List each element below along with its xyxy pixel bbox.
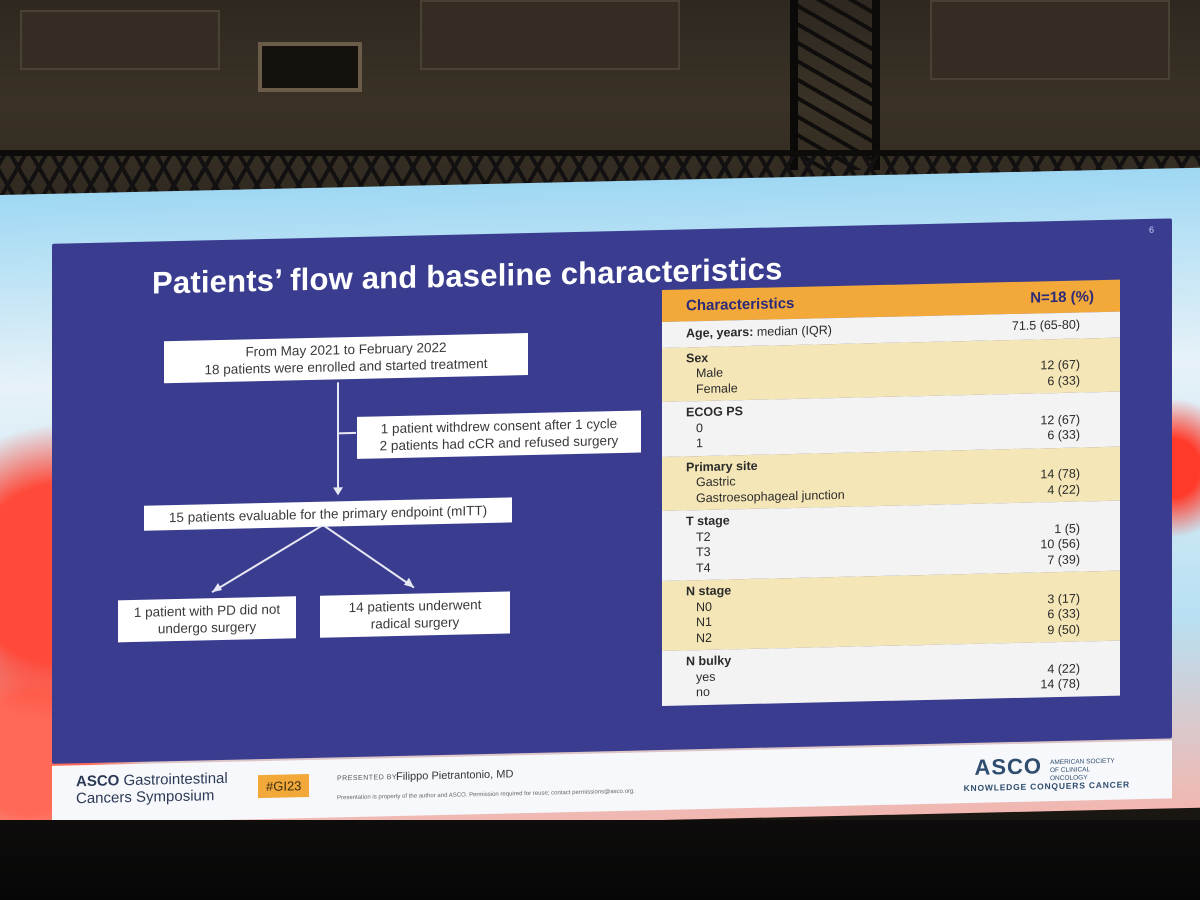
ceiling-vent: [258, 42, 362, 92]
table-group: N stage N0 3 (17) N1 6 (33) N2 9 (50): [662, 570, 1120, 651]
age-label: Age, years: median (IQR): [686, 323, 832, 342]
table-row-label: Gastroesophageal junction: [696, 487, 845, 505]
asco-logo: ASCO: [974, 753, 1042, 780]
table-row-label: Male: [696, 365, 724, 381]
table-row-label: N2: [696, 630, 712, 645]
flow-branch-left: [211, 524, 323, 594]
table-row-label: yes: [696, 669, 716, 684]
table-row-value: 4 (22): [1047, 481, 1080, 497]
table-row-value: 1 (5): [1054, 520, 1080, 536]
flow-branch-right-head: [404, 577, 414, 588]
flow-branch-arrows: [211, 524, 415, 594]
flow-surgery-box: 14 patients underwent radical surgery: [320, 591, 510, 638]
slide: 6 Patients’ flow and baseline characteri…: [52, 218, 1172, 764]
age-label-bold: Age, years:: [686, 324, 754, 341]
table-row-label: N0: [696, 599, 712, 614]
truss-vertical: [790, 0, 880, 170]
stage-floor: [0, 820, 1200, 900]
table-header-n: N=18 (%): [1030, 287, 1094, 307]
table-row-label: no: [696, 684, 710, 700]
table-groups: Sex Male 12 (67) Female 6 (33) ECOG PS 0 12 (67…: [662, 337, 1120, 706]
table-row-label: Female: [696, 380, 738, 396]
symposium-logo: ASCO Gastrointestinal Cancers Symposium: [76, 770, 228, 807]
table-row-value: 4 (22): [1047, 660, 1080, 676]
flow-no-surgery-box: 1 patient with PD did not undergo surger…: [118, 596, 296, 643]
table-row-label: T2: [696, 529, 711, 544]
asco-tagline: KNOWLEDGE CONQUERS CANCER: [963, 779, 1130, 794]
table-row-value: 12 (67): [1040, 411, 1080, 427]
age-label-rest: median (IQR): [753, 323, 832, 339]
slide-page-number: 6: [1148, 224, 1154, 235]
symposium-asco: ASCO: [76, 772, 120, 791]
presenter-name: Filippo Pietrantonio, MD: [396, 768, 514, 784]
flow-branch-right: [323, 524, 415, 589]
table-row-value: 6 (33): [1047, 427, 1080, 443]
table-row-label: 1: [696, 436, 703, 451]
characteristics-table: Characteristics N=18 (%) Age, years: med…: [662, 279, 1120, 706]
table-row-value: 9 (50): [1047, 621, 1080, 637]
table-group: T stage T2 1 (5) T3 10 (56) T4 7 (39): [662, 500, 1120, 581]
table-row-label: N1: [696, 614, 712, 630]
copyright-disclaimer: Presentation is property of the author a…: [337, 788, 635, 802]
table-row-value: 6 (33): [1047, 606, 1080, 622]
table-row-value: 6 (33): [1047, 372, 1080, 388]
table-row-value: 14 (78): [1040, 676, 1080, 692]
age-value: 71.5 (65-80): [1011, 317, 1080, 334]
projection-screen: 6 Patients’ flow and baseline characteri…: [0, 167, 1200, 835]
table-header-characteristics: Characteristics: [686, 294, 795, 314]
ceiling-tile: [930, 0, 1170, 80]
symposium-line2: Cancers Symposium: [76, 787, 215, 808]
table-row-label: 0: [696, 420, 703, 435]
table-row-value: 14 (78): [1040, 466, 1080, 482]
ceiling-tile: [20, 10, 220, 70]
ceiling: [0, 0, 1200, 260]
ceiling-tile: [420, 0, 680, 70]
table-row-label: Gastric: [696, 474, 736, 490]
table-group: N bulky yes 4 (22) no 14 (78): [662, 640, 1120, 706]
table-row-label: T4: [696, 560, 711, 575]
flow-branch-left-head: [212, 583, 222, 593]
table-row-label: T3: [696, 544, 711, 560]
table-row-value: 3 (17): [1047, 590, 1080, 606]
hashtag-badge: #GI23: [258, 773, 310, 799]
presented-by-label: PRESENTED BY:: [337, 773, 400, 783]
table-row-value: 10 (56): [1040, 536, 1080, 552]
table-row-value: 7 (39): [1047, 551, 1080, 567]
table-row-value: 12 (67): [1040, 357, 1080, 373]
